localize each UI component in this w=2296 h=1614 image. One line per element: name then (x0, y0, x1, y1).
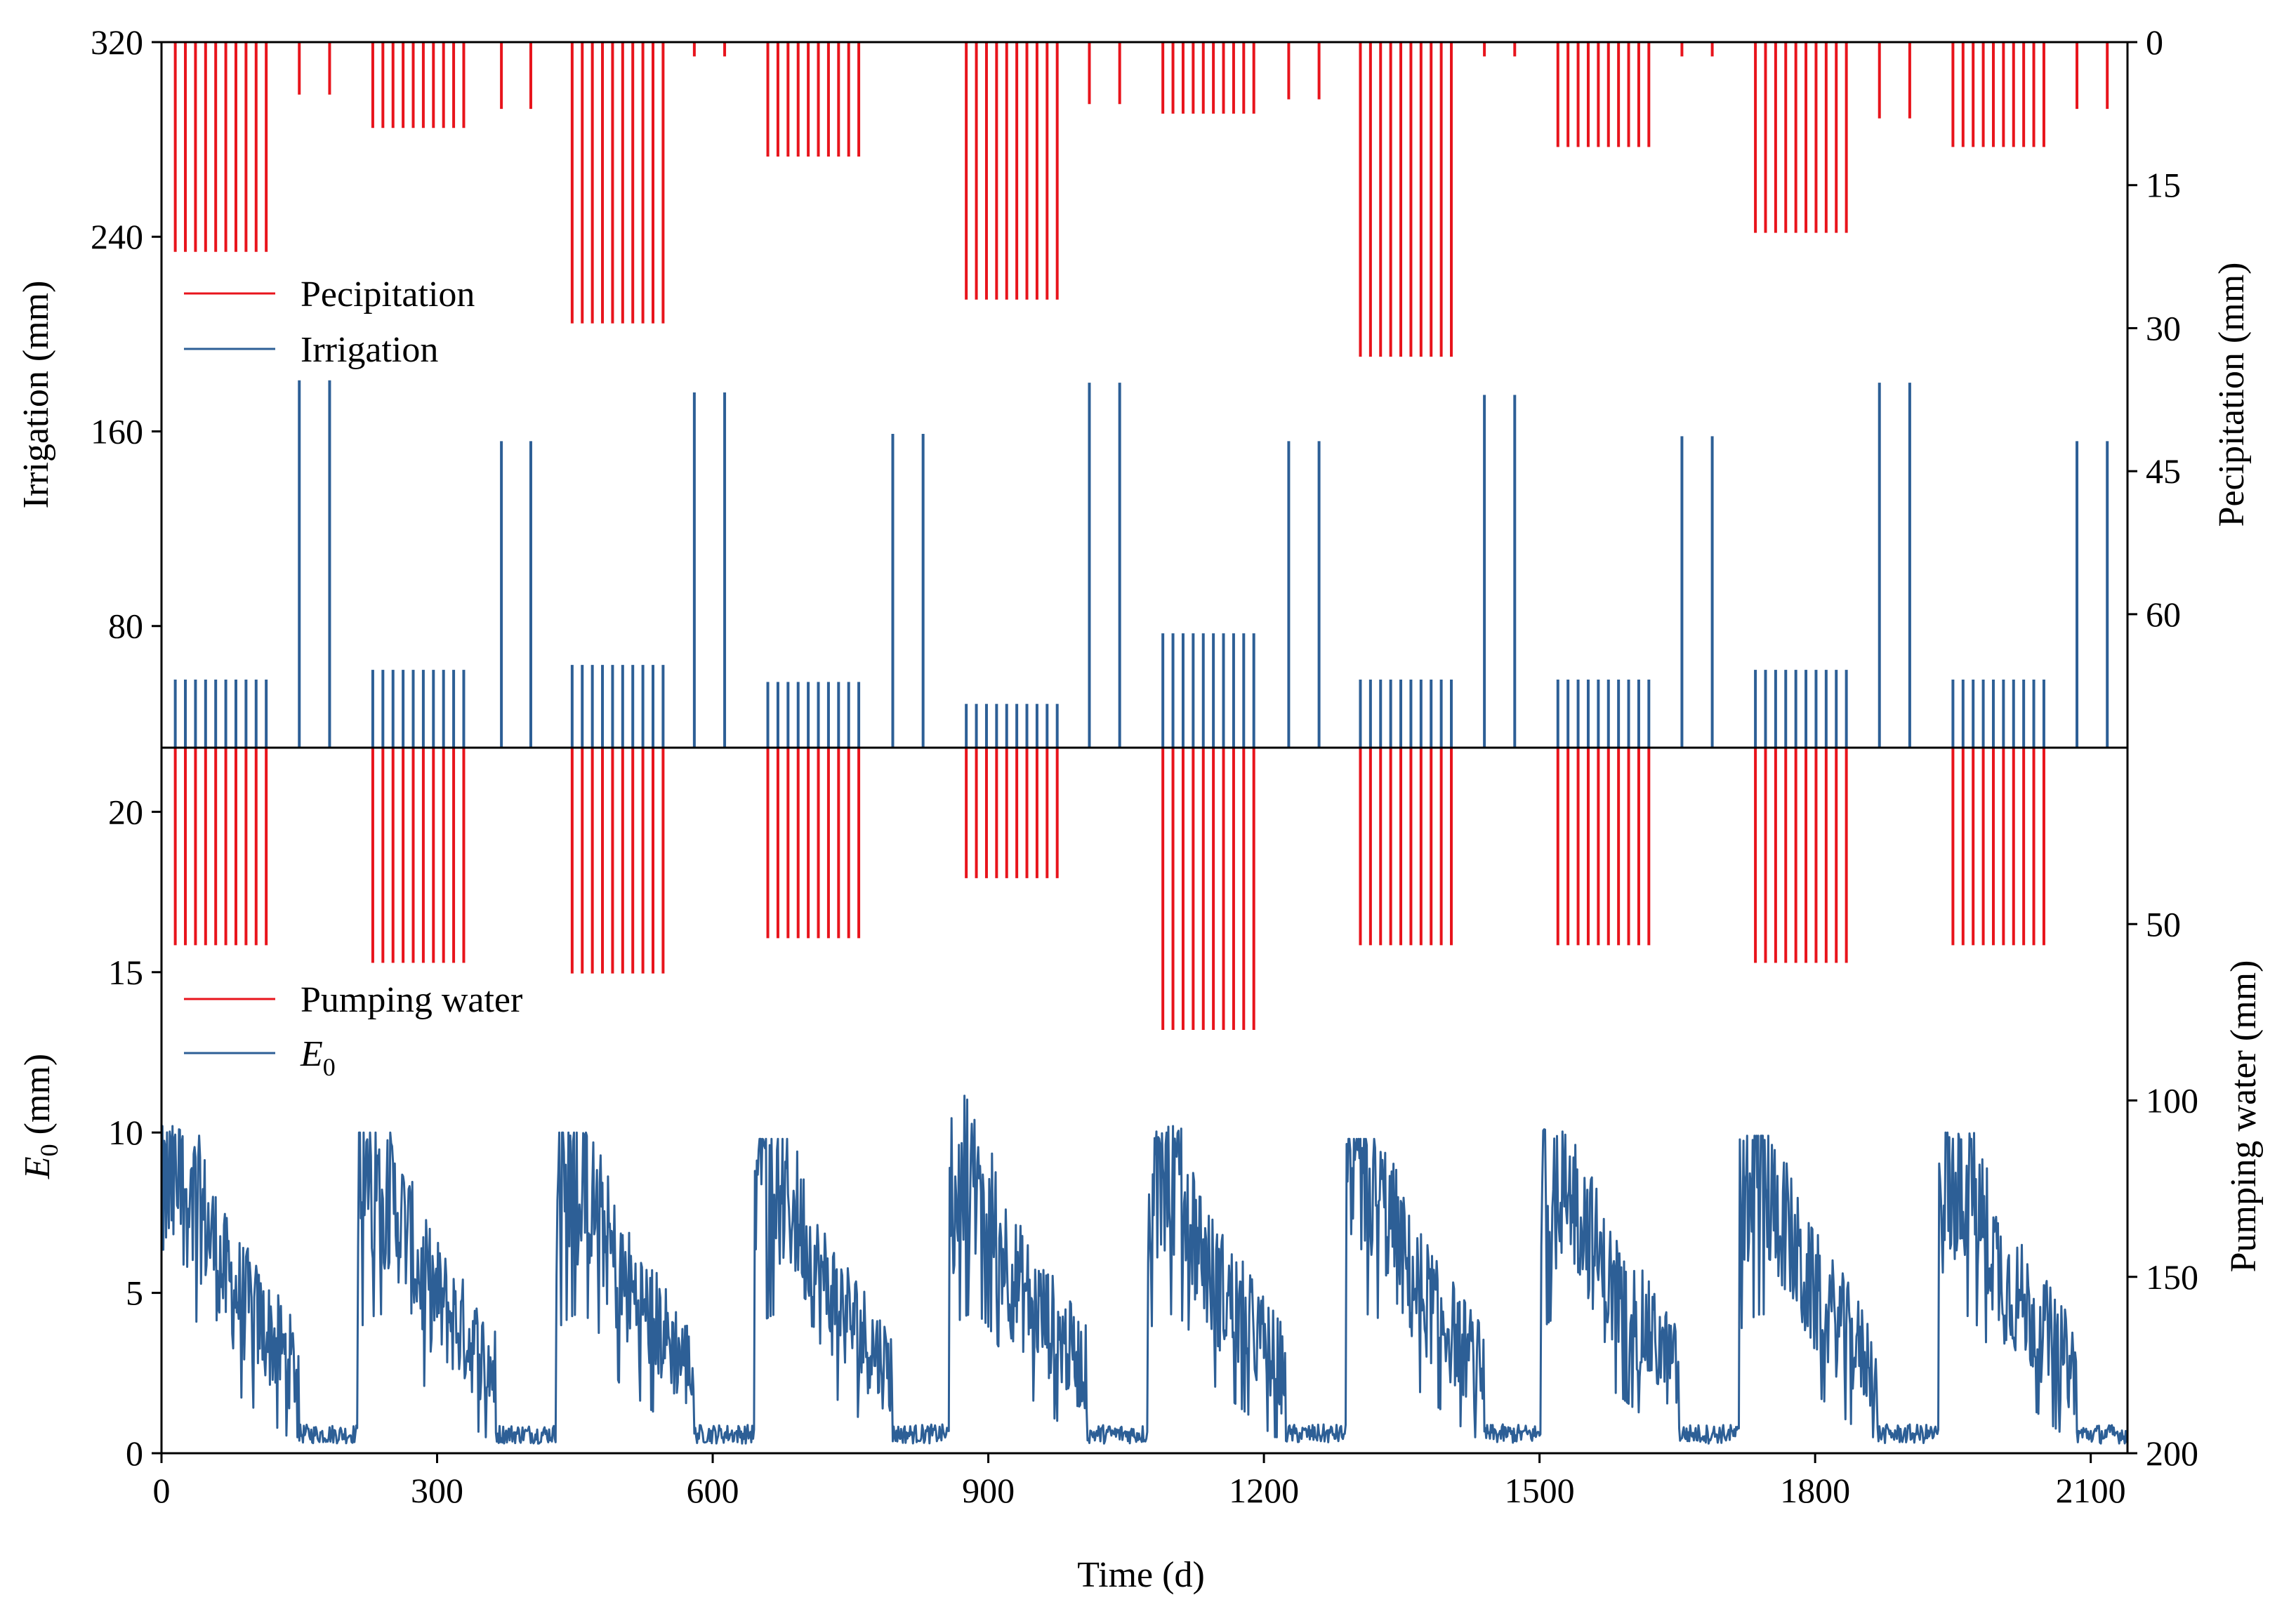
pumping-water-bars (173, 748, 2045, 1030)
bottom-right-axis-title: Pumping water (mm) (2224, 960, 2264, 1273)
e0-series-line (160, 1094, 2129, 1445)
bottom-left-tick-label: 5 (126, 1274, 143, 1313)
bottom-right-tick-label: 200 (2146, 1434, 2198, 1473)
top-panel-frame (160, 41, 2129, 749)
bottom-right-tick-label: 100 (2146, 1081, 2198, 1120)
top-right-axis-title: Pecipitation (mm) (2212, 263, 2252, 527)
x-tick-label: 300 (411, 1471, 463, 1510)
top-right-tick-label: 30 (2146, 308, 2181, 348)
x-tick-label: 900 (962, 1471, 1015, 1510)
irrigation-bars (173, 380, 2109, 748)
e0-line (160, 1094, 2129, 1445)
legend-label-pumping-water: Pumping water (301, 980, 522, 1020)
x-tick-label: 1200 (1229, 1471, 1299, 1510)
bottom-left-tick-label: 10 (108, 1113, 143, 1152)
bottom-legend: Pumping water E0 (184, 980, 522, 1081)
top-right-tick-label: 0 (2146, 22, 2163, 62)
top-left-tick-label: 320 (91, 22, 143, 62)
e0-axis-title-sub: 0 (35, 1144, 63, 1156)
legend-label-irrigation: Irrigation (301, 330, 438, 370)
top-left-axis-title: Irrigation (mm) (16, 281, 56, 509)
bottom-left-tick-label: 15 (108, 953, 143, 992)
legend-label-precipitation: Pecipitation (301, 274, 475, 315)
top-left-tick-label: 160 (91, 411, 143, 451)
x-tick-label: 1500 (1505, 1471, 1575, 1510)
legend-e0-sub: 0 (323, 1053, 336, 1081)
x-tick-label: 2100 (2056, 1471, 2126, 1510)
top-right-tick-label: 45 (2146, 451, 2181, 491)
bottom-right-tick-label: 150 (2146, 1257, 2198, 1297)
bottom-panel-frame (160, 746, 2129, 1455)
bottom-left-tick-label: 0 (126, 1434, 143, 1473)
bottom-left-axis-title: E0 (mm) (18, 1054, 63, 1179)
x-axis-title: Time (d) (1077, 1555, 1205, 1595)
legend-e0-main: E (300, 1034, 323, 1074)
x-tick-label: 600 (687, 1471, 739, 1510)
top-right-tick-label: 15 (2146, 166, 2181, 205)
top-left-tick-label: 80 (108, 607, 143, 646)
bottom-left-tick-label: 20 (108, 792, 143, 831)
e0-axis-title-main: E (18, 1156, 58, 1179)
x-tick-label: 0 (153, 1471, 171, 1510)
top-legend: Pecipitation Irrigation (184, 274, 475, 370)
x-tick-label: 1800 (1780, 1471, 1850, 1510)
legend-label-e0: E0 (300, 1034, 336, 1081)
top-right-tick-label: 60 (2146, 595, 2181, 634)
top-left-tick-label: 240 (91, 217, 143, 256)
bottom-right-tick-label: 50 (2146, 904, 2181, 944)
e0-axis-title-unit: (mm) (18, 1054, 58, 1144)
precipitation-bars (173, 42, 2109, 357)
